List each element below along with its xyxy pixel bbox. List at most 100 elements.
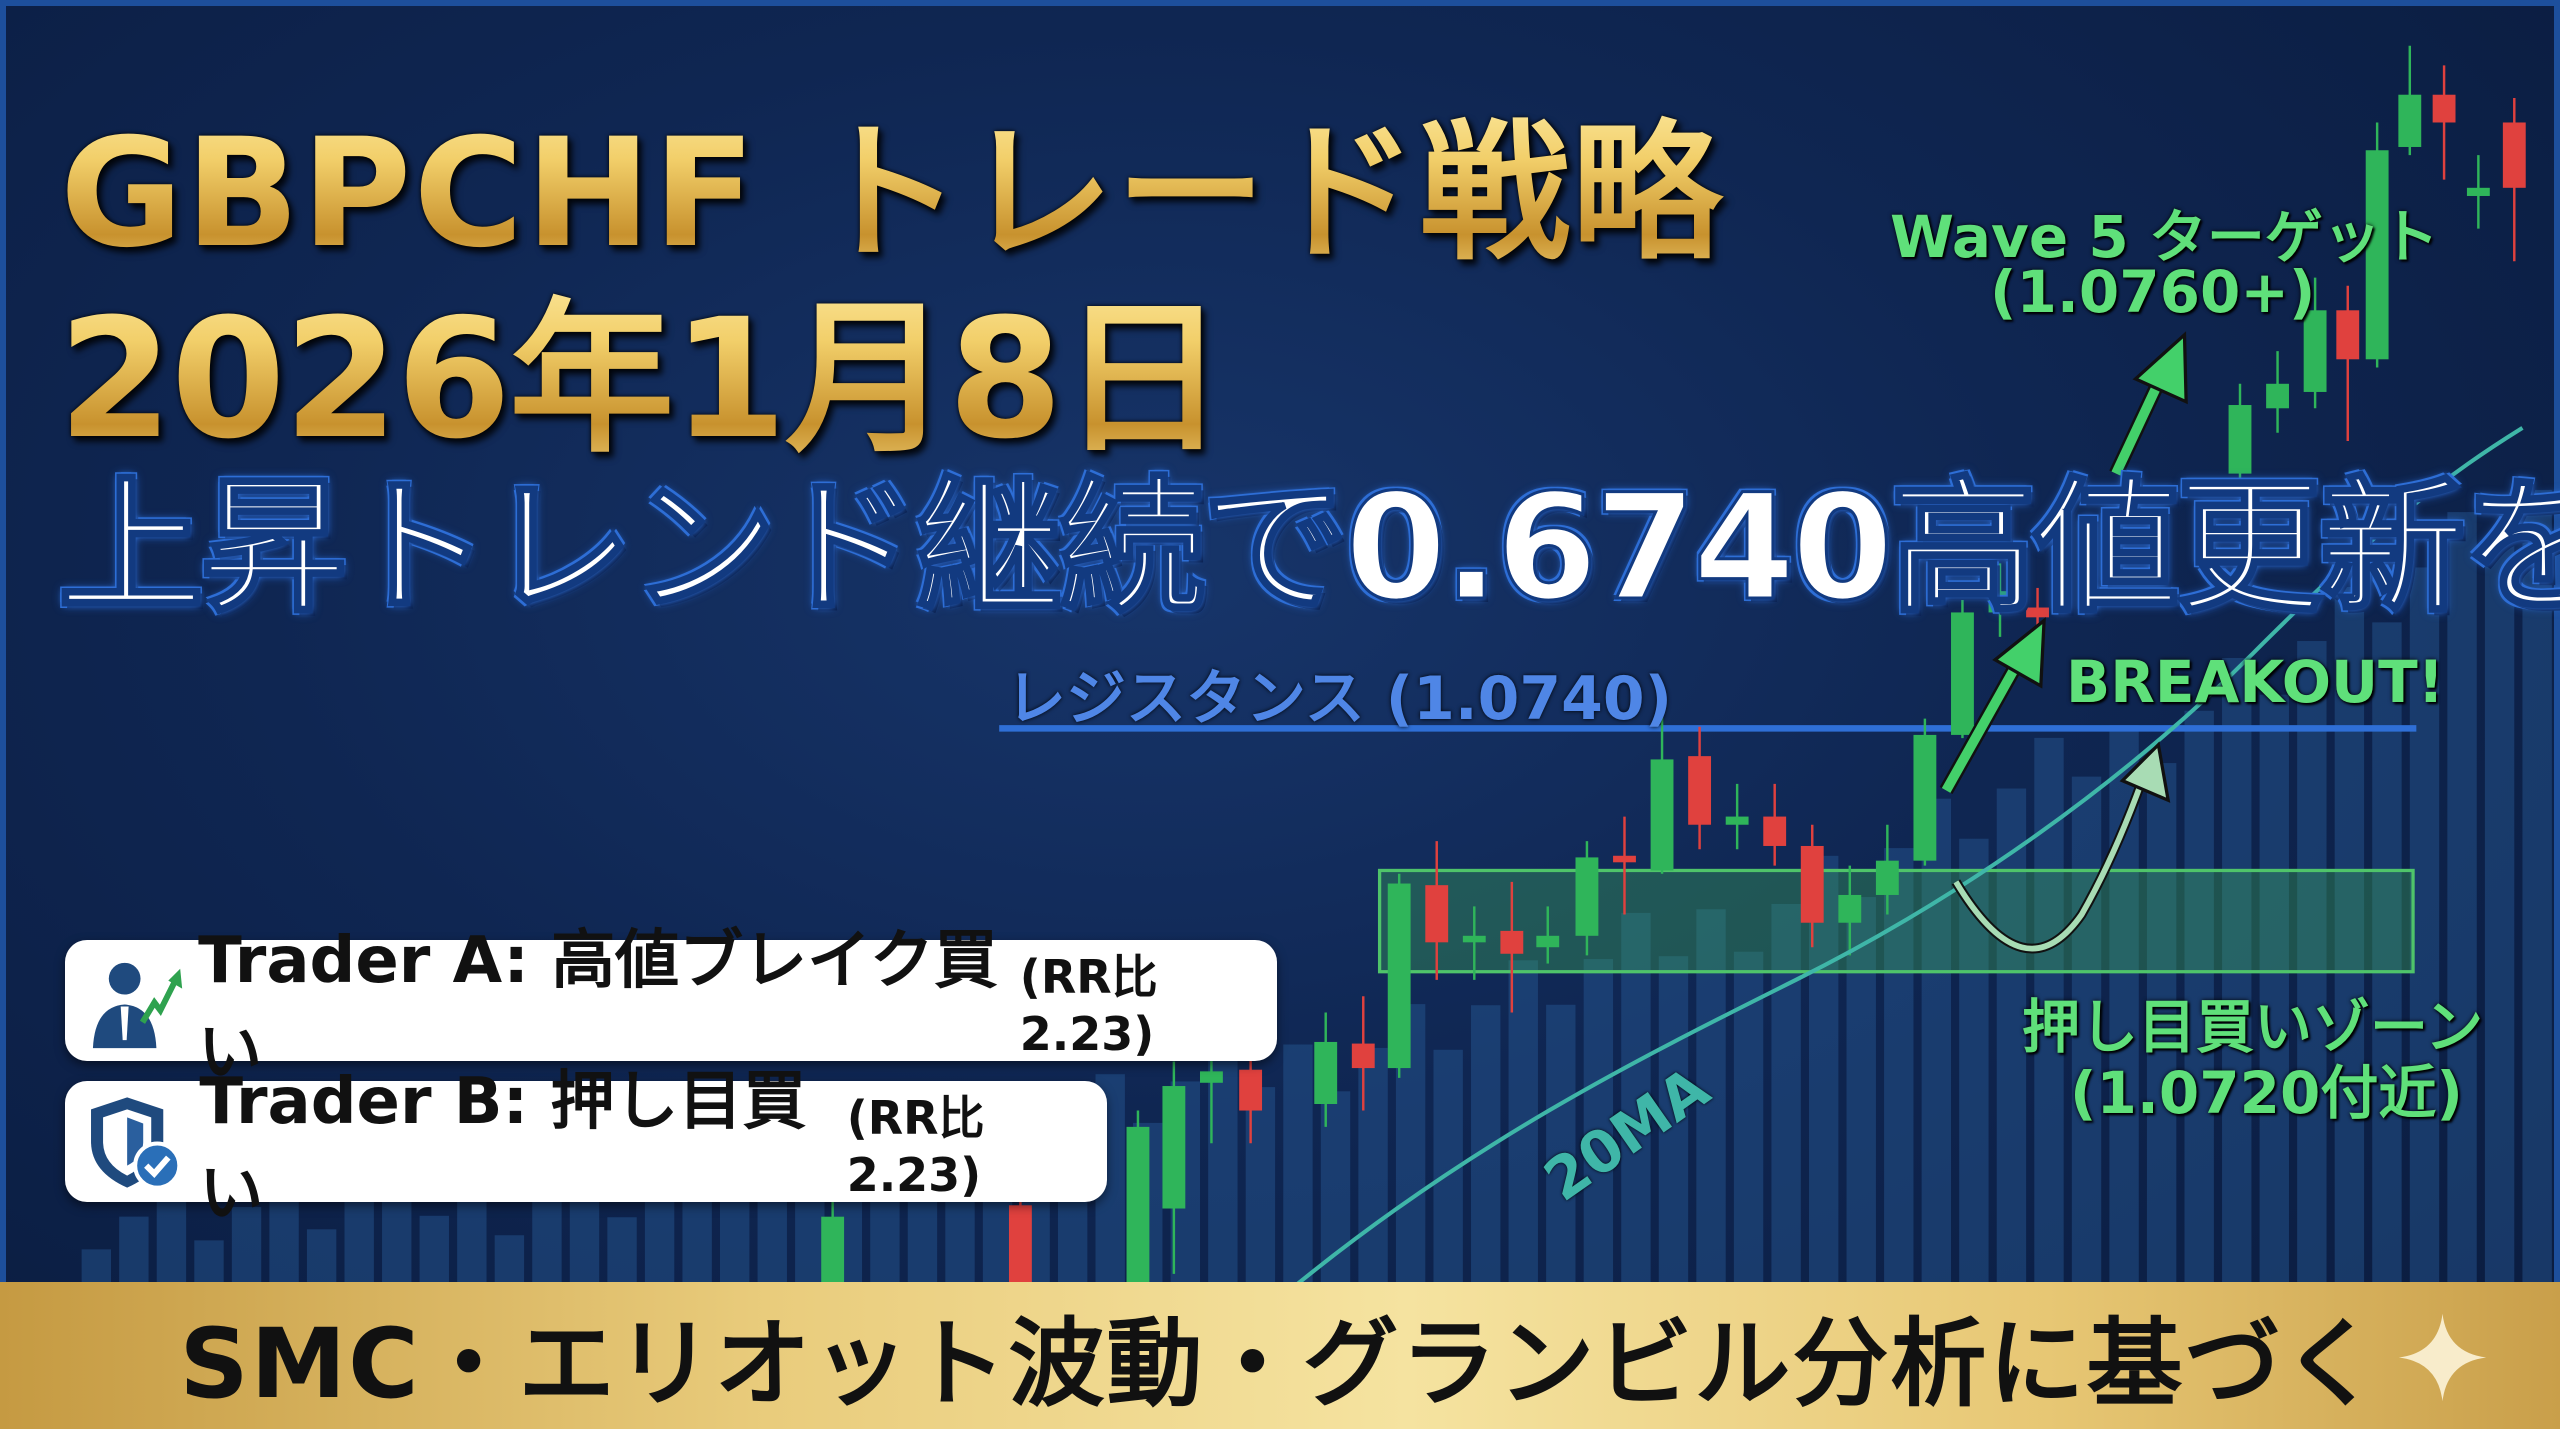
bullish-candle bbox=[1126, 1110, 1150, 1291]
volume-bar bbox=[532, 1199, 562, 1283]
candle-body bbox=[1008, 1205, 1032, 1283]
bullish-candle bbox=[2365, 122, 2389, 368]
candle-body bbox=[1988, 591, 2012, 613]
buy-zone-price: (1.0720付近) bbox=[2070, 1059, 2463, 1127]
title-date: 2026年1月8日 bbox=[58, 245, 1226, 484]
resistance-label: レジスタンス (1.0740) bbox=[1006, 664, 1673, 734]
candles bbox=[821, 45, 2526, 1291]
bullish-candle bbox=[1725, 783, 1749, 850]
candle-body bbox=[1913, 734, 1937, 861]
candle-body bbox=[1425, 885, 1449, 943]
breakout-label: BREAKOUT! bbox=[2066, 648, 2445, 716]
candle-body bbox=[2466, 187, 2490, 196]
candle-body bbox=[1951, 612, 1974, 735]
candle-body bbox=[2266, 383, 2289, 409]
ma-line bbox=[1288, 426, 2524, 1292]
volume-bar bbox=[2484, 546, 2515, 1283]
candle-body bbox=[821, 1216, 845, 1283]
volume-bar bbox=[2222, 658, 2252, 1283]
candle-body bbox=[1351, 1043, 1375, 1069]
bearish-candle bbox=[2336, 285, 2360, 441]
volume-bar bbox=[1733, 951, 1764, 1283]
bullish-candle bbox=[1951, 587, 1974, 739]
trader-b-card: Trader B: 押し目買い (RR比2.23) bbox=[65, 1065, 1107, 1231]
candle-body bbox=[1500, 930, 1524, 954]
candle-body bbox=[2365, 150, 2389, 360]
candle-body bbox=[2336, 310, 2360, 360]
volume-bar bbox=[306, 1229, 337, 1283]
bullish-candle bbox=[2466, 155, 2490, 229]
volume-bar bbox=[119, 1216, 149, 1283]
volume-bar bbox=[2184, 710, 2214, 1283]
businessman-chart-icon bbox=[92, 962, 183, 1049]
candle-body bbox=[2502, 122, 2526, 188]
volume-bar bbox=[1846, 897, 1876, 1283]
trader-b-label: Trader B: 押し目買い bbox=[199, 1064, 807, 1231]
volume-bar bbox=[1658, 956, 1689, 1283]
bullish-candle bbox=[1575, 841, 1599, 956]
bearish-candle bbox=[1688, 726, 1712, 850]
volume-bar bbox=[419, 1215, 449, 1283]
volume-bar bbox=[2259, 694, 2289, 1283]
bullish-candle bbox=[1314, 1012, 1338, 1127]
candle-body bbox=[1162, 1086, 1186, 1209]
candle-body bbox=[2026, 607, 2049, 618]
bullish-candle bbox=[2228, 383, 2252, 490]
volume-bar bbox=[344, 1195, 374, 1283]
candle-body bbox=[2228, 405, 2252, 474]
candle-body bbox=[1314, 1041, 1338, 1105]
candle-body bbox=[2432, 94, 2456, 123]
volume-bar bbox=[194, 1240, 224, 1283]
candle-body bbox=[1126, 1126, 1150, 1283]
volume-bars bbox=[81, 489, 2552, 1283]
trader-b-rr: (RR比2.23) bbox=[846, 1090, 985, 1202]
candle-body bbox=[1725, 816, 1749, 825]
bearish-candle bbox=[1763, 783, 1787, 866]
bullish-candle bbox=[1387, 873, 1411, 1078]
bullish-candle bbox=[821, 1192, 845, 1291]
candle-body bbox=[1462, 935, 1486, 943]
bullish-candle bbox=[1650, 702, 1674, 874]
bullish-candle bbox=[1462, 906, 1486, 980]
candle-body bbox=[2398, 94, 2422, 147]
volume-bar bbox=[1546, 1004, 1576, 1283]
wave5-arrow bbox=[2109, 331, 2188, 477]
candle-body bbox=[1575, 857, 1599, 936]
volume-bar bbox=[2297, 641, 2327, 1283]
bearish-candle bbox=[1239, 1045, 1263, 1144]
bullish-candle bbox=[1875, 824, 1899, 915]
candle-body bbox=[1650, 759, 1674, 871]
footer-banner: SMC・エリオット波動・グランビル分析に基づく bbox=[0, 1282, 2560, 1429]
trader-a-rr: (RR比2.23) bbox=[1019, 949, 1158, 1061]
volume-bar bbox=[231, 1207, 262, 1283]
bearish-candle bbox=[1613, 816, 1636, 915]
footer-text: SMC・エリオット波動・グランビル分析に基づく bbox=[179, 1308, 2381, 1420]
candle-body bbox=[1387, 883, 1411, 1069]
volume-bar bbox=[720, 1196, 750, 1283]
volume-bar bbox=[1771, 903, 1801, 1283]
bullish-candle bbox=[2398, 45, 2422, 156]
candle-body bbox=[1239, 1069, 1263, 1111]
candle-body bbox=[1838, 894, 1862, 923]
wave5-price: (1.0760+) bbox=[1990, 258, 2316, 326]
volume-bar bbox=[2522, 489, 2552, 1283]
bullish-candle bbox=[1162, 1061, 1186, 1274]
trader-a-label: Trader A: 高値ブレイク買い bbox=[198, 923, 998, 1090]
bullish-candle bbox=[1988, 563, 2012, 637]
volume-bar bbox=[1283, 1044, 1313, 1283]
trader-a-card: Trader A: 高値ブレイク買い (RR比2.23) bbox=[65, 924, 1277, 1090]
buy-zone-label: 押し目買いゾーン bbox=[2022, 993, 2484, 1061]
candle-body bbox=[1613, 855, 1636, 863]
shield-check-icon bbox=[91, 1097, 182, 1190]
breakout-arrow bbox=[1939, 617, 2046, 795]
bullish-candle bbox=[2303, 277, 2327, 409]
pullback-curve-arrow bbox=[1951, 741, 2171, 954]
bullish-candle bbox=[1913, 718, 1937, 866]
bullish-candle bbox=[1200, 1045, 1223, 1144]
candle-body bbox=[2303, 310, 2327, 392]
headline: 上昇トレンド継続で0.6740高値更新を狙う bbox=[56, 462, 2560, 635]
title-line1: GBPCHF トレード戦略 bbox=[60, 72, 1724, 289]
bearish-candle bbox=[1425, 841, 1449, 980]
